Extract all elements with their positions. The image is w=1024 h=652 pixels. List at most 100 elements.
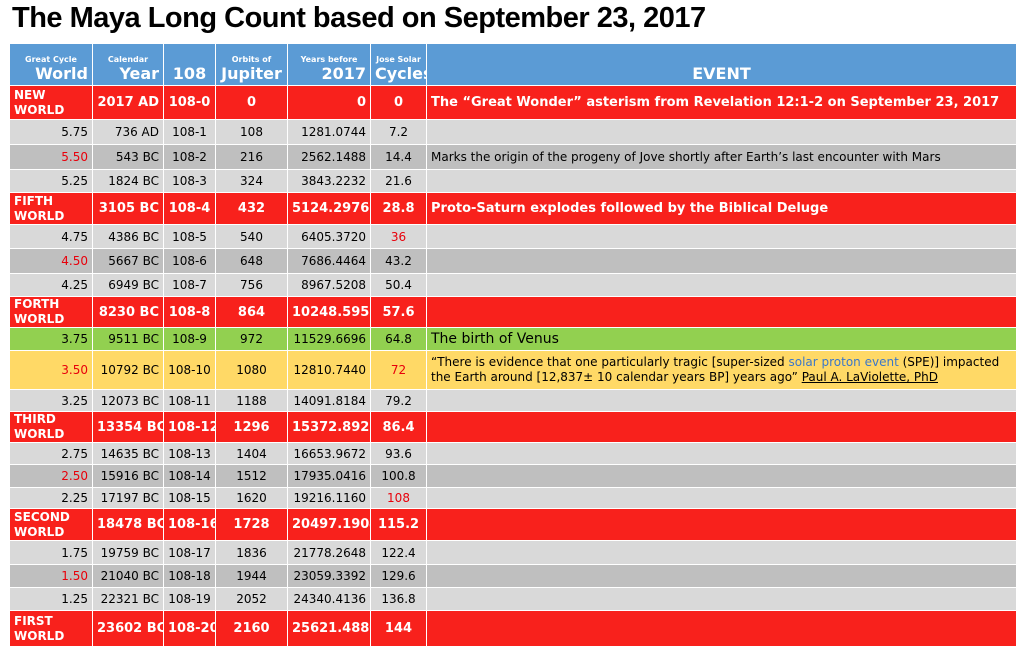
table-cell bbox=[427, 509, 1016, 540]
table-cell: 17197 BC bbox=[93, 488, 163, 508]
table-cell: SECOND WORLD bbox=[10, 509, 92, 540]
event-text: “There is evidence that one particularly… bbox=[431, 355, 789, 369]
table-cell: 108-10 bbox=[164, 351, 215, 389]
header-label: Cycles bbox=[375, 64, 426, 83]
table-cell: 108-5 bbox=[164, 225, 215, 248]
table-cell: 648 bbox=[216, 249, 287, 273]
table-row: 3.50 10792 BC 108-10 1080 12810.7440 72 “There… bbox=[10, 351, 1016, 389]
table-row: 4.25 6949 BC 108-7 756 8967.5208 50.4 bbox=[10, 274, 1016, 296]
table-cell: 108-1 bbox=[164, 120, 215, 144]
long-count-table: Great Cycle World Calendar Year 108 Orbits of… bbox=[9, 43, 1017, 647]
table-cell: 1620 bbox=[216, 488, 287, 508]
header-sublabel: Years before bbox=[300, 55, 358, 64]
table-cell: 17935.0416 bbox=[288, 465, 370, 487]
table-cell: 543 BC bbox=[93, 145, 163, 169]
table-row: FIFTH WORLD 3105 BC 108-4 432 5124.2976 28.8 P… bbox=[10, 193, 1016, 224]
header-label: Jupiter bbox=[221, 64, 282, 83]
table-cell: 3.50 bbox=[10, 351, 92, 389]
header-sublabel: Great Cycle bbox=[25, 55, 77, 64]
header-sublabel: Orbits of bbox=[231, 55, 272, 64]
table-cell: The birth of Venus bbox=[427, 328, 1016, 350]
table-cell: 20497.1904 bbox=[288, 509, 370, 540]
table-cell: 16653.9672 bbox=[288, 443, 370, 464]
table-row: 1.25 22321 BC 108-19 2052 24340.4136 136.8 bbox=[10, 588, 1016, 610]
table-row: 1.50 21040 BC 108-18 1944 23059.3392 129.6 bbox=[10, 565, 1016, 587]
title: The Maya Long Count based on September 2… bbox=[12, 2, 706, 34]
table-cell: 1188 bbox=[216, 390, 287, 411]
table-cell: 1404 bbox=[216, 443, 287, 464]
table-cell bbox=[427, 541, 1016, 564]
table-cell: 13354 BC bbox=[93, 412, 163, 442]
event-text: solar proton event bbox=[788, 355, 899, 369]
table-cell bbox=[427, 170, 1016, 192]
table-cell: NEW WORLD bbox=[10, 86, 92, 119]
table-cell: 108 bbox=[371, 488, 426, 508]
table-cell: 21.6 bbox=[371, 170, 426, 192]
table-cell: 14091.8184 bbox=[288, 390, 370, 411]
table-cell: 1.50 bbox=[10, 565, 92, 587]
table-cell: 12810.7440 bbox=[288, 351, 370, 389]
table-cell: 108-4 bbox=[164, 193, 215, 224]
table-cell: 2052 bbox=[216, 588, 287, 610]
table-cell: FORTH WORLD bbox=[10, 297, 92, 327]
table-row: 2.50 15916 BC 108-14 1512 17935.0416 100.8 bbox=[10, 465, 1016, 487]
table-cell: 10792 BC bbox=[93, 351, 163, 389]
table-cell: 11529.6696 bbox=[288, 328, 370, 350]
table-cell: 1512 bbox=[216, 465, 287, 487]
table-cell: “There is evidence that one particularly… bbox=[427, 351, 1016, 389]
table-cell: 1944 bbox=[216, 565, 287, 587]
table-cell: 100.8 bbox=[371, 465, 426, 487]
table-cell: 5.75 bbox=[10, 120, 92, 144]
table-cell: The “Great Wonder” asterism from Revelat… bbox=[427, 86, 1016, 119]
table-cell: 4.50 bbox=[10, 249, 92, 273]
table-cell: 144 bbox=[371, 611, 426, 646]
table-cell bbox=[427, 390, 1016, 411]
table-cell: 12073 BC bbox=[93, 390, 163, 411]
header-cell: Years before 2017 bbox=[288, 44, 370, 85]
header-cell: Orbits of Jupiter bbox=[216, 44, 287, 85]
table-cell: 108-16 bbox=[164, 509, 215, 540]
table-cell bbox=[427, 412, 1016, 442]
header-cell: Calendar Year bbox=[93, 44, 163, 85]
header-label: World bbox=[35, 64, 88, 83]
table-cell: 21778.2648 bbox=[288, 541, 370, 564]
table-cell: 23602 BC bbox=[93, 611, 163, 646]
table-cell: 7686.4464 bbox=[288, 249, 370, 273]
table-cell: 14635 BC bbox=[93, 443, 163, 464]
table-cell: 6405.3720 bbox=[288, 225, 370, 248]
table-cell: 5667 BC bbox=[93, 249, 163, 273]
table-cell: 79.2 bbox=[371, 390, 426, 411]
table-cell: 10248.5952 bbox=[288, 297, 370, 327]
table-row: FORTH WORLD 8230 BC 108-8 864 10248.5952 57.6 bbox=[10, 297, 1016, 327]
table-cell: 108-14 bbox=[164, 465, 215, 487]
event-text: Paul A. LaViolette, PhD bbox=[801, 370, 938, 384]
table-row: THIRD WORLD 13354 BC 108-12 1296 15372.8928 8… bbox=[10, 412, 1016, 442]
table-row: NEW WORLD 2017 AD 108-0 0 0 0 The “Great Wonde… bbox=[10, 86, 1016, 119]
table-cell: 108-20 bbox=[164, 611, 215, 646]
table-cell: 64.8 bbox=[371, 328, 426, 350]
header-row: Great Cycle World Calendar Year 108 Orbits of… bbox=[10, 44, 1016, 85]
table-row: SECOND WORLD 18478 BC 108-16 1728 20497.1904… bbox=[10, 509, 1016, 540]
table-cell: 108-3 bbox=[164, 170, 215, 192]
table-cell: 108 bbox=[216, 120, 287, 144]
table-cell: 108-0 bbox=[164, 86, 215, 119]
table-cell: 2562.1488 bbox=[288, 145, 370, 169]
table-cell: 36 bbox=[371, 225, 426, 248]
table-cell: 122.4 bbox=[371, 541, 426, 564]
table-cell: 1296 bbox=[216, 412, 287, 442]
table-cell bbox=[427, 488, 1016, 508]
table-cell bbox=[427, 611, 1016, 646]
table-cell bbox=[427, 249, 1016, 273]
table-cell: 21040 BC bbox=[93, 565, 163, 587]
table-cell: 57.6 bbox=[371, 297, 426, 327]
table-cell: 19216.1160 bbox=[288, 488, 370, 508]
table-cell: 5124.2976 bbox=[288, 193, 370, 224]
table-cell: 24340.4136 bbox=[288, 588, 370, 610]
table-cell: 108-6 bbox=[164, 249, 215, 273]
table-cell: 1824 BC bbox=[93, 170, 163, 192]
table-cell: 0 bbox=[288, 86, 370, 119]
table-row: 5.75 736 AD 108-1 108 1281.0744 7.2 bbox=[10, 120, 1016, 144]
table-cell bbox=[427, 225, 1016, 248]
table-cell: Marks the origin of the progeny of Jove … bbox=[427, 145, 1016, 169]
table-cell: 324 bbox=[216, 170, 287, 192]
